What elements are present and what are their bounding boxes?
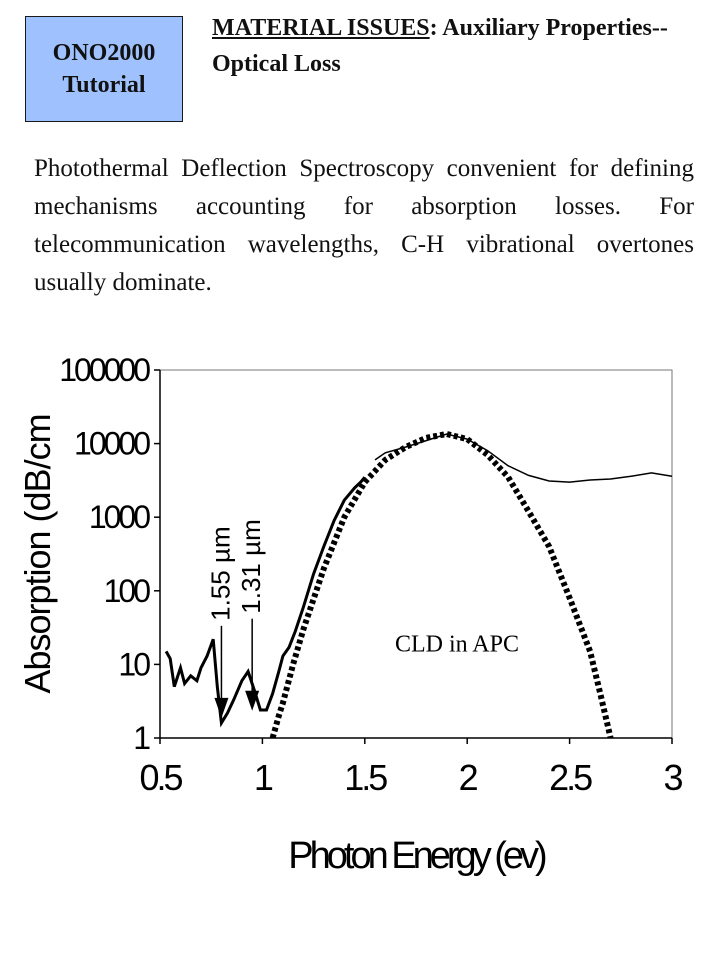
- x-tick-label: 0.5: [139, 757, 182, 798]
- annotation-arrowhead: [245, 690, 260, 711]
- title-underlined: MATERIAL ISSUES: [212, 15, 430, 41]
- annotation-arrowhead: [214, 697, 229, 718]
- x-tick-label: 1: [254, 757, 273, 798]
- y-tick-label: 10000: [74, 426, 150, 462]
- material-annotation: CLD in APC: [395, 631, 519, 657]
- series-line-3: [269, 430, 614, 739]
- tutorial-badge: ONO2000 Tutorial: [25, 16, 183, 122]
- y-tick-label: 1: [133, 720, 150, 756]
- x-tick-label: 2.5: [549, 757, 592, 798]
- badge-line2: Tutorial: [62, 72, 146, 98]
- series-line-1: [164, 476, 366, 728]
- badge-line1: ONO2000: [52, 39, 156, 66]
- page-title: MATERIAL ISSUES: Auxiliary Properties--O…: [212, 10, 712, 82]
- y-tick-label: 100000: [59, 352, 150, 388]
- x-axis-label: Photon Energy (ev): [288, 835, 546, 877]
- x-tick-label: 3: [663, 757, 682, 798]
- y-tick-label: 10: [118, 646, 150, 682]
- x-tick-label: 2: [459, 757, 478, 798]
- wavelength-annotation: 1.55 µm: [205, 526, 235, 620]
- body-text: Photothermal Deflection Spectroscopy con…: [34, 155, 694, 296]
- series-line-2: [374, 433, 673, 483]
- y-tick-label: 1000: [89, 499, 150, 535]
- y-tick-label: 100: [104, 573, 151, 609]
- y-axis-label: Absorption (dB/cm: [17, 414, 58, 693]
- title-rest: : Auxiliary Properties--Optical Loss: [212, 15, 668, 77]
- wavelength-annotation: 1.31 µm: [236, 519, 266, 613]
- x-tick-label: 1.5: [344, 757, 387, 798]
